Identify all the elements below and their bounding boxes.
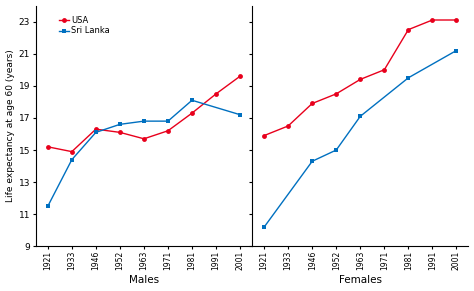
USA xyxy=(237,74,243,78)
USA xyxy=(45,145,51,149)
Sri Lanka xyxy=(45,205,51,208)
Sri Lanka xyxy=(189,99,195,102)
Sri Lanka xyxy=(141,119,147,123)
Y-axis label: Life expectancy at age 60 (years): Life expectancy at age 60 (years) xyxy=(6,49,15,202)
USA xyxy=(189,111,195,115)
Line: Sri Lanka: Sri Lanka xyxy=(46,98,243,209)
X-axis label: Females: Females xyxy=(339,276,382,285)
USA xyxy=(141,137,147,141)
USA xyxy=(69,150,75,153)
USA xyxy=(165,129,171,132)
USA xyxy=(213,92,219,95)
Legend: USA, Sri Lanka: USA, Sri Lanka xyxy=(57,15,112,37)
Sri Lanka xyxy=(93,131,99,134)
Sri Lanka xyxy=(117,123,123,126)
Sri Lanka xyxy=(69,158,75,162)
USA xyxy=(117,131,123,134)
Sri Lanka xyxy=(237,113,243,116)
Line: USA: USA xyxy=(46,74,243,154)
Sri Lanka xyxy=(165,119,171,123)
USA xyxy=(93,127,99,131)
X-axis label: Males: Males xyxy=(129,276,159,285)
